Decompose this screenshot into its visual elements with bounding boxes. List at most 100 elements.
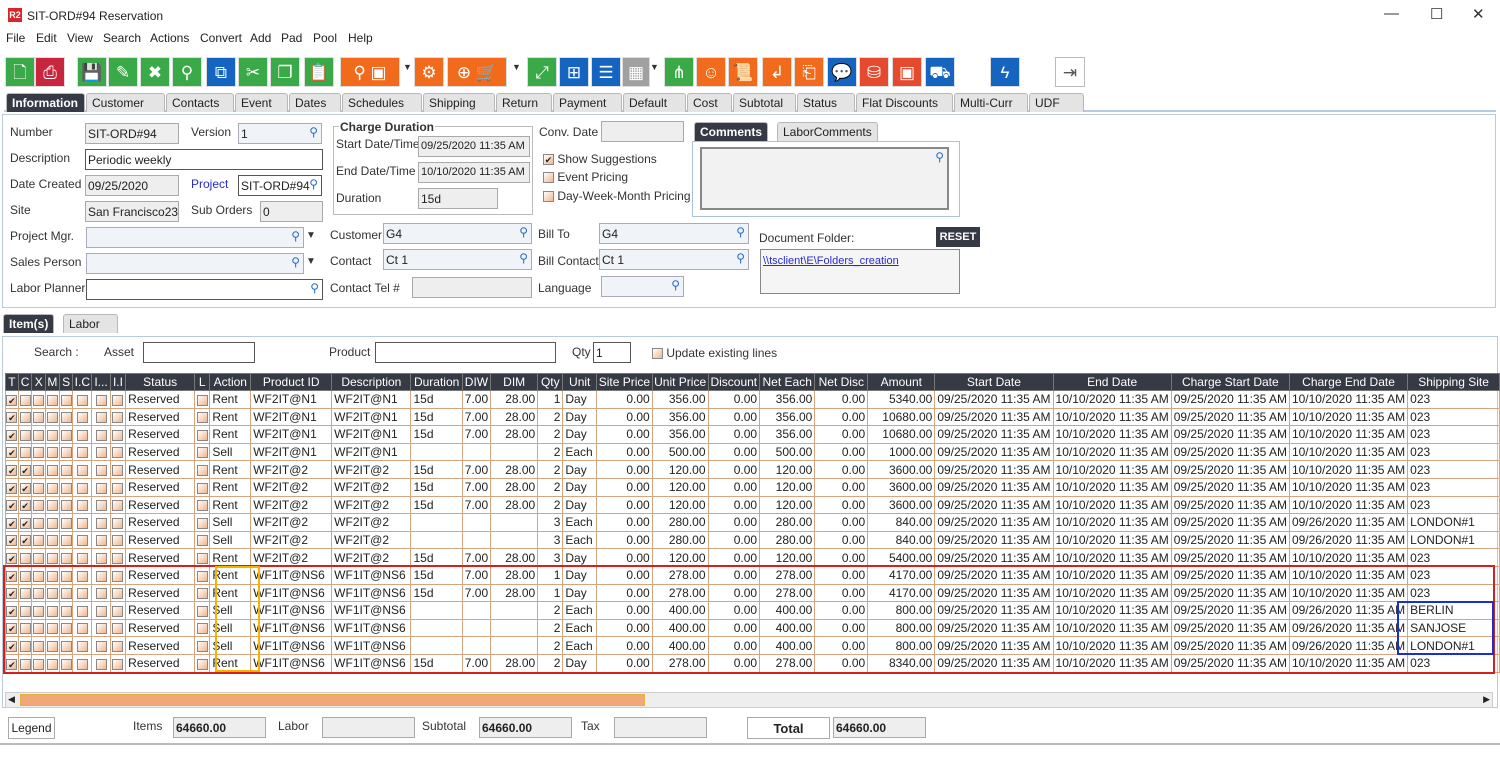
cell-site[interactable]: 0.00 bbox=[596, 565, 653, 585]
row-checkbox[interactable] bbox=[196, 394, 208, 406]
row-checkbox[interactable] bbox=[76, 588, 88, 600]
row-checkbox[interactable] bbox=[46, 394, 58, 406]
cell-flag[interactable] bbox=[45, 425, 60, 444]
cell-diw[interactable]: 7.00 bbox=[461, 390, 492, 409]
calendar-icon[interactable]: ▦ bbox=[622, 57, 650, 87]
cell-action[interactable]: Rent bbox=[209, 548, 252, 567]
cell-ed[interactable]: 10/10/2020 11:35 AM bbox=[1052, 513, 1172, 532]
document-folder-link[interactable]: \\tsclient\E\Folders_creation bbox=[763, 255, 899, 267]
scroll-icon[interactable]: 📜 bbox=[728, 57, 758, 87]
cell-status[interactable]: Reserved bbox=[125, 548, 196, 567]
cell-netd[interactable]: 0.00 bbox=[814, 565, 869, 585]
row-checkbox[interactable] bbox=[33, 429, 45, 441]
cell-amt[interactable]: 5340.00 bbox=[867, 390, 936, 409]
cell-dur[interactable] bbox=[410, 530, 463, 550]
cell-amt[interactable]: 800.00 bbox=[867, 636, 936, 655]
cell-flag[interactable] bbox=[45, 460, 60, 479]
cell-sd[interactable]: 09/25/2020 11:35 AM bbox=[934, 601, 1054, 620]
cell-flag[interactable] bbox=[58, 407, 74, 427]
cell-desc[interactable]: WF2IT@N1 bbox=[331, 407, 412, 427]
cell-unit[interactable]: Each bbox=[562, 513, 598, 532]
network-icon[interactable]: ⊞ bbox=[559, 57, 589, 87]
cell-disc[interactable]: 0.00 bbox=[707, 601, 761, 620]
dropdown-arrow-icon[interactable]: ▼ bbox=[403, 62, 412, 72]
cell-csd[interactable]: 09/25/2020 11:35 AM bbox=[1170, 460, 1290, 479]
tab-items[interactable]: Item(s) bbox=[3, 314, 55, 333]
cell-site[interactable]: 0.00 bbox=[596, 653, 653, 673]
cell-sd[interactable]: 09/25/2020 11:35 AM bbox=[934, 618, 1054, 638]
qty-input[interactable]: 1 bbox=[593, 342, 631, 363]
cell-disc[interactable]: 0.00 bbox=[707, 407, 761, 427]
cell-flag[interactable] bbox=[72, 636, 93, 655]
cell-flag[interactable] bbox=[109, 636, 127, 655]
gears-icon[interactable]: ⚙ bbox=[414, 57, 444, 87]
save-icon[interactable]: 💾 bbox=[77, 57, 107, 87]
column-header[interactable]: Discount bbox=[707, 373, 761, 391]
row-checkbox[interactable] bbox=[33, 447, 45, 459]
cell-diw[interactable]: 7.00 bbox=[461, 495, 492, 515]
cell-sd[interactable]: 09/25/2020 11:35 AM bbox=[934, 548, 1054, 567]
horizontal-scrollbar[interactable]: ◀ ▶ bbox=[5, 692, 1493, 708]
lightning-icon[interactable]: ϟ bbox=[990, 57, 1020, 87]
cell-sd[interactable]: 09/25/2020 11:35 AM bbox=[934, 460, 1054, 479]
cell-flag[interactable] bbox=[91, 653, 111, 673]
cell-flag[interactable] bbox=[17, 636, 33, 655]
cell-pid[interactable]: WF1IT@NS6 bbox=[250, 653, 333, 673]
cell-ed[interactable]: 10/10/2020 11:35 AM bbox=[1052, 565, 1172, 585]
row-checkbox[interactable] bbox=[76, 500, 88, 512]
cell-flag[interactable] bbox=[17, 390, 33, 409]
cell-diw[interactable] bbox=[461, 636, 492, 655]
row-checkbox[interactable] bbox=[19, 552, 31, 564]
cell-flag[interactable] bbox=[31, 636, 47, 655]
cell-disc[interactable]: 0.00 bbox=[707, 477, 761, 497]
row-checkbox[interactable] bbox=[196, 640, 208, 652]
row-checkbox[interactable] bbox=[46, 623, 58, 635]
row-checkbox[interactable] bbox=[60, 394, 72, 406]
customer-field[interactable]: G4 ⚲ bbox=[383, 223, 532, 244]
cell-l[interactable] bbox=[194, 583, 211, 603]
cell-netd[interactable]: 0.00 bbox=[814, 548, 869, 567]
cell-ed[interactable]: 10/10/2020 11:35 AM bbox=[1052, 390, 1172, 409]
cell-flag[interactable] bbox=[109, 407, 127, 427]
cell-unitp[interactable]: 120.00 bbox=[651, 548, 709, 567]
cell-ced[interactable]: 10/10/2020 11:35 AM bbox=[1288, 477, 1409, 497]
cell-net[interactable]: 280.00 bbox=[759, 513, 816, 532]
cell-flag[interactable] bbox=[45, 583, 60, 603]
row-checkbox[interactable] bbox=[112, 535, 124, 547]
row-checkbox[interactable] bbox=[60, 658, 72, 670]
tab-labor[interactable]: Labor bbox=[63, 314, 118, 333]
box-return-icon[interactable]: ⎗ bbox=[794, 57, 824, 87]
search-icon[interactable]: ⚲ bbox=[935, 150, 944, 164]
contact-field[interactable]: Ct 1 ⚲ bbox=[383, 249, 532, 270]
row-checkbox[interactable] bbox=[60, 447, 72, 459]
message-icon[interactable]: ☰ bbox=[591, 57, 621, 87]
cell-ed[interactable]: 10/10/2020 11:35 AM bbox=[1052, 495, 1172, 515]
row-checkbox[interactable] bbox=[19, 412, 31, 424]
cell-flag[interactable] bbox=[72, 513, 93, 532]
cell-ship[interactable]: 023 bbox=[1407, 425, 1500, 444]
row-checkbox[interactable] bbox=[76, 517, 88, 529]
cell-sd[interactable]: 09/25/2020 11:35 AM bbox=[934, 477, 1054, 497]
cell-ced[interactable]: 10/10/2020 11:35 AM bbox=[1288, 425, 1409, 444]
cell-status[interactable]: Reserved bbox=[125, 565, 196, 585]
tab-schedules[interactable]: Schedules bbox=[342, 93, 422, 112]
cell-dim[interactable] bbox=[490, 442, 539, 462]
cell-disc[interactable]: 0.00 bbox=[707, 460, 761, 479]
cell-status[interactable]: Reserved bbox=[125, 530, 196, 550]
cell-flag[interactable] bbox=[58, 583, 74, 603]
scissors-icon[interactable]: ✂ bbox=[238, 57, 268, 87]
cell-flag[interactable] bbox=[72, 653, 93, 673]
tab-labor-comments[interactable]: LaborComments bbox=[777, 122, 878, 141]
search-icon[interactable]: ⚲ bbox=[736, 251, 745, 265]
cell-flag[interactable] bbox=[45, 530, 60, 550]
row-checkbox[interactable] bbox=[60, 535, 72, 547]
cell-pid[interactable]: WF1IT@NS6 bbox=[250, 565, 333, 585]
cell-site[interactable]: 0.00 bbox=[596, 460, 653, 479]
copy-number-icon[interactable]: ⧉ bbox=[206, 57, 236, 87]
cell-dim[interactable]: 28.00 bbox=[490, 477, 539, 497]
row-checkbox[interactable] bbox=[76, 570, 88, 582]
row-checkbox[interactable]: ✔ bbox=[6, 412, 18, 424]
cell-flag[interactable] bbox=[58, 548, 74, 567]
cell-flag[interactable] bbox=[31, 583, 47, 603]
cell-net[interactable]: 500.00 bbox=[759, 442, 816, 462]
